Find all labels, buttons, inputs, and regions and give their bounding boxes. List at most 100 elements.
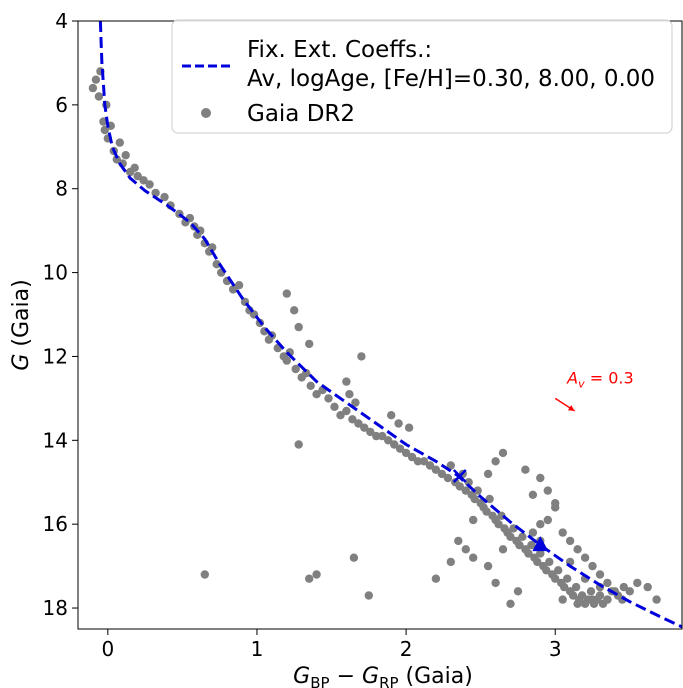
data-point <box>625 587 634 596</box>
data-point <box>354 419 363 428</box>
data-point <box>580 553 590 562</box>
data-point <box>312 390 321 399</box>
x-tick-label: 2 <box>400 637 413 661</box>
y-tick-label: 8 <box>55 177 68 201</box>
data-point <box>491 457 500 466</box>
data-point <box>565 536 575 546</box>
data-point <box>294 440 303 449</box>
data-point <box>366 427 375 437</box>
data-point <box>394 419 403 428</box>
data-point <box>413 457 423 466</box>
data-point <box>431 465 441 474</box>
data-point <box>121 151 130 160</box>
data-point <box>536 549 545 558</box>
data-point <box>528 528 538 537</box>
data-point <box>506 532 515 541</box>
data-point <box>145 180 154 189</box>
data-point <box>558 595 567 604</box>
data-point <box>524 549 533 558</box>
data-point <box>139 176 148 185</box>
data-point <box>518 532 527 541</box>
data-point <box>542 566 551 575</box>
data-point <box>372 431 381 441</box>
data-point <box>494 520 503 529</box>
data-point <box>586 587 596 596</box>
y-axis-ticks: 4 6 8 10 12 14 16 18 <box>43 9 78 620</box>
legend-box <box>171 19 673 134</box>
x-marker <box>452 469 467 483</box>
data-point <box>515 540 524 550</box>
data-point <box>112 155 122 164</box>
y-axis-label: G (Gaia) <box>9 279 34 370</box>
data-point <box>652 595 661 604</box>
data-point <box>560 582 569 592</box>
data-point <box>563 574 572 583</box>
data-point <box>330 402 339 411</box>
data-point <box>571 582 581 592</box>
data-point <box>461 545 470 554</box>
extinction-label: Av = 0.3 <box>566 369 634 391</box>
extinction-annotation: Av = 0.3 <box>554 369 634 412</box>
y-tick-label: 12 <box>43 344 68 368</box>
data-point <box>461 486 470 495</box>
data-point <box>360 423 369 432</box>
x-label-main: G <box>293 664 310 688</box>
data-point <box>464 478 473 487</box>
y-label-italic: G <box>9 354 34 371</box>
data-point <box>305 339 314 349</box>
data-point <box>364 591 373 600</box>
triangle-marker <box>532 536 549 552</box>
isochrone-line <box>98 20 683 629</box>
x-label-suffix: (Gaia) <box>399 664 473 688</box>
data-point <box>342 406 351 416</box>
data-point <box>543 515 552 525</box>
data-point <box>130 163 139 172</box>
data-point <box>88 83 98 93</box>
data-point <box>294 322 303 332</box>
y-tick-label: 18 <box>43 596 68 620</box>
legend: Fix. Ext. Coeffs.: Av, logAge, [Fe/H]=0.… <box>171 19 673 134</box>
data-point <box>282 356 291 365</box>
data-point <box>588 561 597 571</box>
legend-line-label-2: Av, logAge, [Fe/H]=0.30, 8.00, 0.00 <box>247 66 655 92</box>
data-point <box>454 536 463 546</box>
data-point <box>305 574 314 583</box>
data-point <box>115 138 125 147</box>
data-point <box>527 540 536 550</box>
data-point <box>324 394 333 403</box>
data-point <box>633 578 642 588</box>
data-point <box>595 591 605 600</box>
data-point <box>469 553 478 562</box>
data-point <box>545 557 554 567</box>
data-point <box>498 545 508 554</box>
legend-scatter-swatch <box>201 108 211 118</box>
x-label-minus: − <box>330 664 362 688</box>
data-point <box>513 587 523 596</box>
special-markers <box>452 469 549 552</box>
extinction-arrowhead <box>567 405 575 411</box>
y-tick-label: 4 <box>55 9 68 33</box>
data-point <box>588 595 597 604</box>
data-point <box>349 553 359 562</box>
data-point <box>234 281 244 290</box>
data-point <box>345 390 354 399</box>
data-point <box>351 398 360 407</box>
data-point <box>455 482 464 491</box>
data-point <box>536 473 545 483</box>
x-tick-label: 1 <box>251 637 264 661</box>
data-point <box>446 461 455 470</box>
data-point <box>473 486 482 495</box>
data-point <box>357 352 366 361</box>
data-point <box>568 591 578 600</box>
data-point <box>395 444 405 453</box>
data-point <box>290 306 299 315</box>
x-label-sub1: BP <box>310 674 329 688</box>
data-point <box>336 411 345 420</box>
data-point <box>212 260 221 269</box>
data-point <box>577 591 587 600</box>
data-point <box>160 192 169 202</box>
data-point <box>306 381 315 390</box>
data-point <box>390 440 399 449</box>
x-label-sub2: RP <box>379 674 398 688</box>
data-point <box>498 448 508 458</box>
